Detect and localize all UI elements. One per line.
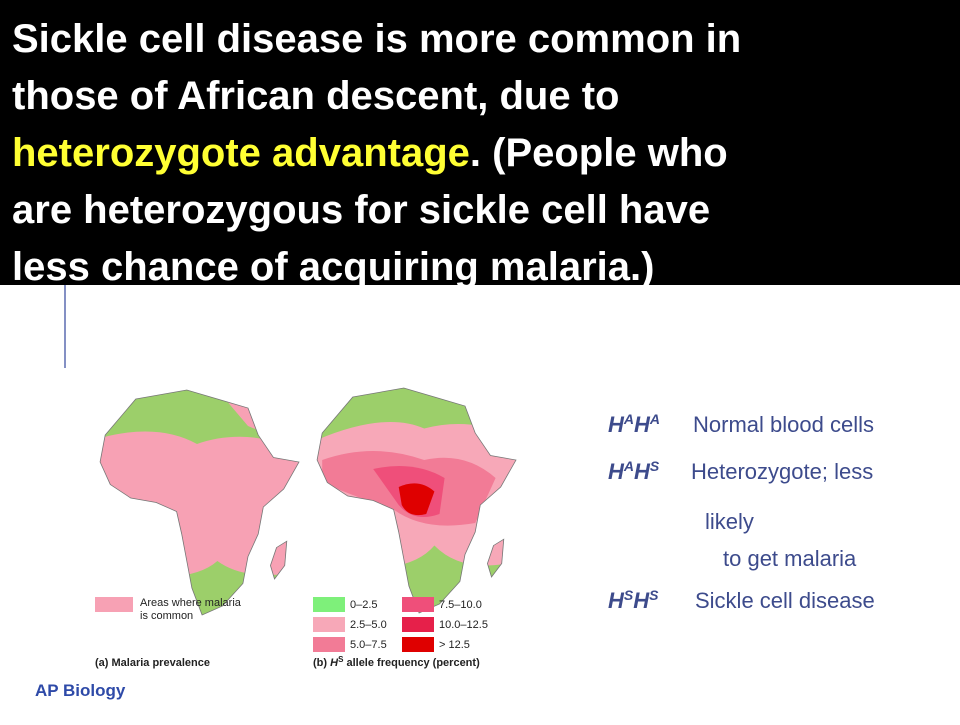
genotype: HAHA <box>608 411 660 437</box>
genotype-description: Heterozygote; less <box>691 459 873 484</box>
legend-swatch <box>402 637 434 652</box>
allele-sup: S <box>649 587 659 603</box>
legend-label: > 12.5 <box>439 639 470 651</box>
legend-label: 7.5–10.0 <box>439 599 482 611</box>
legend-swatch <box>402 597 434 612</box>
title: Sickle cell disease is more common in th… <box>12 17 752 289</box>
genotype-description: Sickle cell disease <box>695 588 875 613</box>
allele: H <box>634 459 651 484</box>
allele-sup: A <box>623 411 634 427</box>
caption: (a) Malaria prevalence <box>95 657 210 669</box>
caption: (b) HS allele frequency (percent) <box>313 655 480 669</box>
genotype-description: to get malaria <box>723 546 857 571</box>
genotype-description: likely <box>705 509 754 534</box>
allele-sup: A <box>649 411 660 427</box>
legend-label: 0–2.5 <box>350 599 378 611</box>
allele: H <box>608 412 625 437</box>
legend-swatch <box>313 637 345 652</box>
allele: H <box>634 412 651 437</box>
frequency-legend: 0–2.5 2.5–5.0 5.0–7.5 7.5–10.0 10.0–12.5 > 12… <box>313 597 488 652</box>
legend-label: 2.5–5.0 <box>350 619 387 631</box>
allele: H <box>608 459 625 484</box>
allele-sup: S <box>624 587 634 603</box>
legend-label: 5.0–7.5 <box>350 639 387 651</box>
allele-sup: A <box>623 458 634 474</box>
footer: AP Biology <box>35 681 126 700</box>
legend-swatch <box>402 617 434 632</box>
legend-label: is common <box>140 610 193 622</box>
genotype-description: Normal blood cells <box>693 412 874 437</box>
allele: H <box>608 588 625 613</box>
allele-sup: S <box>650 458 660 474</box>
map-frequency <box>316 387 517 614</box>
genotype: HAHS <box>608 458 660 484</box>
malaria-legend: Areas where malaria is common <box>95 597 242 622</box>
legend-swatch <box>313 617 345 632</box>
genotype: HSHS <box>608 587 659 613</box>
title-box <box>0 0 960 285</box>
allele: H <box>633 588 650 613</box>
legend-swatch <box>313 597 345 612</box>
legend-label: Areas where malaria <box>140 597 242 609</box>
map-malaria <box>99 389 300 616</box>
legend-label: 10.0–12.5 <box>439 619 488 631</box>
